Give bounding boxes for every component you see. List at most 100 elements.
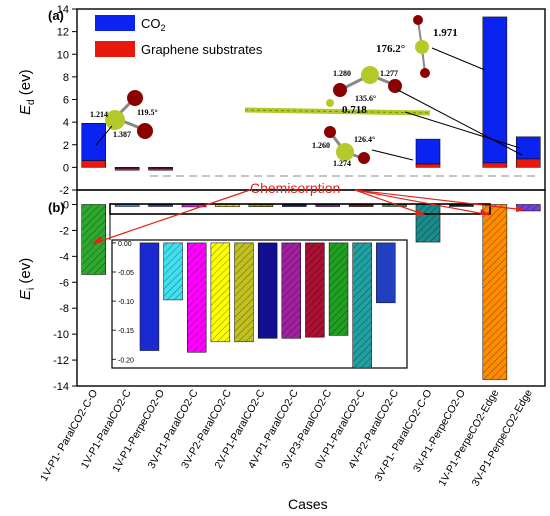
panel-a-y-tick-label: 0 xyxy=(63,162,69,174)
bar-co2 xyxy=(482,16,508,164)
s5-b2-label: 1.274 xyxy=(333,159,351,168)
inset-bar-hatch xyxy=(234,242,254,342)
category-label: 3V-P1-PerpeCO2-Edge xyxy=(470,387,535,488)
panel-b-y-tick-label: -4 xyxy=(59,251,69,263)
bar-ei-hatch xyxy=(349,204,374,207)
panel-a-y-tick-label: 12 xyxy=(57,27,69,39)
inset-y-tick-label: -0.05 xyxy=(118,270,134,277)
inset-chart: 0.00 -0.05 -0.10 -0.15 -0.20 xyxy=(111,239,408,369)
oxygen-atom xyxy=(388,79,402,93)
panel-b-y-tick-label: -12 xyxy=(53,355,69,367)
structure-2: 1.280 1.277 135.6° xyxy=(333,66,523,156)
carbon-atom xyxy=(415,40,429,54)
s1-angle-label: 119.5° xyxy=(137,108,158,117)
legend-label-co2: CO2 xyxy=(141,16,166,33)
category-label: 1V-P1- ParalCO2-C-O xyxy=(38,388,100,484)
bar-co2 xyxy=(415,138,441,165)
bar-ei-hatch xyxy=(315,204,340,207)
inset-y-axis: 0.00 -0.05 -0.10 -0.15 -0.20 xyxy=(112,241,134,364)
s2-right-label: 1.277 xyxy=(380,69,398,78)
inset-bar-hatch xyxy=(281,242,301,339)
bar-co2 xyxy=(81,123,106,161)
s1-bond1-label: 1.214 xyxy=(90,110,108,119)
s1-bond2-label: 1.387 xyxy=(113,130,131,139)
inset-bar-hatch xyxy=(329,242,348,336)
bar-ei-hatch xyxy=(248,204,273,207)
inset-bar-hatch xyxy=(305,242,325,338)
panel-b-y-tick-label: -14 xyxy=(53,381,69,393)
s2-angle-label: 135.6° xyxy=(355,94,376,103)
panel-b-y-tick-label: -8 xyxy=(59,303,69,315)
carbon-atom xyxy=(361,66,379,84)
bar-ei-hatch xyxy=(215,204,240,207)
chemisorption-label: Chemisorption xyxy=(250,180,340,196)
bar-ei-hatch xyxy=(382,204,407,207)
structure-4-graphene: 0.718 xyxy=(244,99,521,149)
panel-a-label: (a) xyxy=(48,8,64,23)
s2-top-label: 1.280 xyxy=(333,69,351,78)
s3-angle-label: 176.2° xyxy=(376,43,405,55)
bar-ei-hatch xyxy=(181,204,207,207)
panel-b-frame xyxy=(76,189,546,387)
inset-bar xyxy=(139,242,160,351)
oxygen-atom xyxy=(324,126,336,138)
bar-ei-hatch xyxy=(81,204,106,275)
inset-bar-hatch xyxy=(187,242,207,353)
inset-bar-hatch xyxy=(163,242,183,300)
zoom-box xyxy=(109,203,491,215)
bar-ei-hatch xyxy=(415,204,441,243)
panel-a-y-tick-label: 2 xyxy=(63,140,69,152)
bar-co2 xyxy=(114,167,140,169)
structure-5: 1.260 126.4° 1.274 xyxy=(312,126,414,168)
oxygen-atom xyxy=(137,123,153,139)
category-labels: 1V-P1- ParalCO2-C-O1V-P1-ParalCO2-C1V-P1… xyxy=(38,387,535,488)
inset-y-tick-label: -0.15 xyxy=(118,328,134,335)
panel-a-y-label: Ed (ev) xyxy=(17,69,37,115)
s5-angle-label: 126.4° xyxy=(354,135,375,144)
inset-bar-hatch xyxy=(352,242,372,368)
bar-graphene xyxy=(81,160,106,168)
panel-a-y-tick-label: -2 xyxy=(59,185,69,197)
bar-graphene xyxy=(415,163,441,168)
panel-b-y-axis: 0 -2 -4 -6 -8 -10 -12 -14 xyxy=(53,199,77,393)
panel-b-y-tick-label: -10 xyxy=(53,329,69,341)
panel-a-frame xyxy=(76,8,546,191)
bar-graphene xyxy=(482,162,508,168)
panel-a-bars xyxy=(81,16,541,171)
bar-ei-hatch xyxy=(482,204,507,380)
bar-graphene xyxy=(516,158,541,168)
inset-bars xyxy=(139,242,396,369)
inset-y-tick-label: 0.00 xyxy=(118,241,132,248)
inset-bar xyxy=(376,242,396,304)
oxygen-atom xyxy=(333,83,347,97)
structure-1: 119.5° 1.214 1.387 xyxy=(90,90,158,146)
inset-bar xyxy=(257,242,278,339)
s5-b1-label: 1.260 xyxy=(312,141,330,150)
carbon-atom xyxy=(105,110,125,130)
bar-co2 xyxy=(148,167,173,169)
panel-b-y-label: Ei (ev) xyxy=(17,258,37,300)
panel-a-y-tick-label: 14 xyxy=(57,4,69,16)
inset-y-tick-label: -0.10 xyxy=(118,299,134,306)
bar-ei-hatch xyxy=(516,204,541,211)
panel-a-y-tick-label: 10 xyxy=(57,49,69,61)
panel-b-y-tick-label: -6 xyxy=(59,277,69,289)
oxygen-atom xyxy=(420,68,430,78)
s3-bond-label: 1.971 xyxy=(433,27,458,39)
chemisorption-annotation: Chemisorption xyxy=(91,180,526,245)
inset-bar-hatch xyxy=(210,242,230,342)
panel-a-y-tick-label: 8 xyxy=(63,72,69,84)
legend: CO2 Graphene substrates xyxy=(95,15,263,57)
legend-label-graphene: Graphene substrates xyxy=(141,42,263,57)
x-axis-label: Cases xyxy=(288,496,328,512)
inset-y-tick-label: -0.20 xyxy=(118,357,134,364)
category-label: 1V-P1-PerpeCO2-Edge xyxy=(436,387,501,488)
structure-3: 1.971 176.2° xyxy=(376,15,486,78)
legend-swatch-co2 xyxy=(95,15,135,31)
panel-a-y-axis: -2 0 2 4 6 8 10 12 14 xyxy=(57,4,77,197)
bar-co2 xyxy=(516,136,541,160)
panel-b-y-tick-label: -2 xyxy=(59,225,69,237)
s4-dist-label: 0.718 xyxy=(342,104,367,116)
panel-b-label: (b) xyxy=(48,200,65,215)
